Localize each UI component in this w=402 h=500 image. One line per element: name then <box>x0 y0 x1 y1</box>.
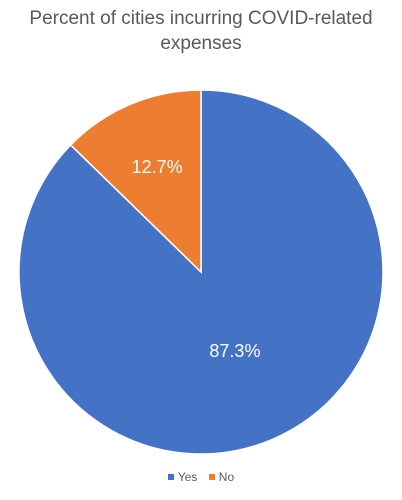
chart-title: Percent of cities incurring COVID-relate… <box>29 8 373 54</box>
legend-item-no: No <box>208 470 235 484</box>
pie-slice-no <box>69 89 202 274</box>
data-label-no: 12.7% <box>132 157 183 177</box>
legend-swatch-yes <box>167 474 174 480</box>
legend-label-no: No <box>218 470 235 484</box>
legend-item-yes: Yes <box>167 470 198 484</box>
data-label-yes: 87.3% <box>209 341 260 361</box>
legend-swatch-no <box>208 474 215 480</box>
legend: Yes No <box>0 469 402 484</box>
legend-label-yes: Yes <box>177 470 198 484</box>
